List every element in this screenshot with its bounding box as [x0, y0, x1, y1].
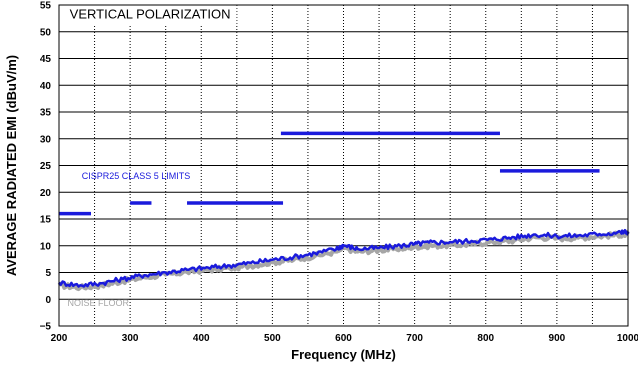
y-tick-label: 40	[40, 81, 52, 92]
annotation-text: CISPR25 CLASS 5 LIMITS	[82, 171, 191, 181]
y-tick-label: 0	[45, 295, 51, 306]
y-tick-label: 30	[40, 134, 52, 145]
x-tick-label: 500	[264, 333, 281, 344]
y-tick-label: 20	[40, 188, 52, 199]
plot-frame	[58, 4, 629, 327]
y-tick-label: −5	[40, 322, 52, 333]
y-tick-label: 50	[40, 27, 52, 38]
y-tick-label: 10	[40, 241, 52, 252]
tick-labels: 200 300 400 500 600 700 800 900 1000 −5 0 5 10 15 20 25…	[40, 1, 638, 345]
x-tick-label: 600	[335, 333, 352, 344]
annotations: VERTICAL POLARIZATION CISPR25 CLASS 5 LIM…	[63, 3, 237, 308]
limit-lines	[59, 131, 600, 216]
grid	[59, 5, 628, 326]
annotation-text: VERTICAL POLARIZATION	[70, 6, 231, 21]
x-axis-title: Frequency (MHz)	[291, 347, 396, 362]
y-tick-label: 5	[45, 268, 51, 279]
y-tick-label: 25	[40, 161, 52, 172]
y-tick-label: 55	[40, 1, 52, 12]
x-tick-label: 700	[406, 333, 423, 344]
annotation-background	[63, 3, 237, 25]
x-tick-label: 1000	[617, 333, 638, 344]
x-tick-label: 200	[51, 333, 68, 344]
y-tick-label: 45	[40, 54, 52, 65]
x-tick-label: 300	[122, 333, 139, 344]
x-tick-label: 900	[549, 333, 566, 344]
y-axis-title: AVERAGE RADIATED EMI (dBuV/m)	[4, 55, 19, 276]
series-line	[58, 228, 630, 288]
y-tick-label: 35	[40, 108, 52, 119]
y-tick-label: 15	[40, 215, 52, 226]
series-layer	[57, 228, 630, 292]
x-tick-label: 800	[477, 333, 494, 344]
x-tick-label: 400	[193, 333, 210, 344]
annotation-text: NOISE FLOOR	[68, 298, 130, 308]
